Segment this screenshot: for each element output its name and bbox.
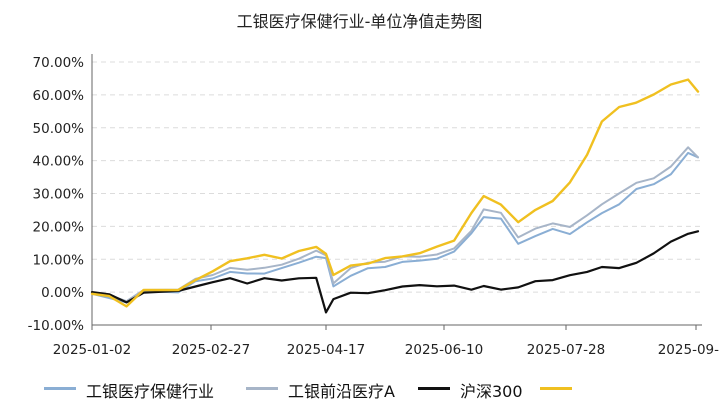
x-tick-label-2: 2025-04-17 <box>287 342 365 358</box>
x-tick-label-5: 2025-09- <box>658 342 719 358</box>
legend-label-2: 工银前沿医疗A <box>288 382 395 401</box>
legend: 工银医疗保健行业 工银前沿医疗A 沪深300 <box>0 370 719 406</box>
y-tick-label-0: 70.00% <box>33 55 85 71</box>
x-tick-label-4: 2025-07-28 <box>527 342 605 358</box>
y-tick-label-6: 10.00% <box>33 252 85 268</box>
chart-title: 工银医疗保健行业-单位净值走势图 <box>236 12 483 31</box>
x-tick-label-0: 2025-01-02 <box>53 342 131 358</box>
y-tick-label-5: 20.00% <box>33 219 85 235</box>
series-line-4 <box>90 78 700 308</box>
legend-label-1: 工银医疗保健行业 <box>86 382 215 401</box>
series-line-2 <box>91 146 699 303</box>
y-tick-layer: 70.00% 60.00% 50.00% 40.00% 30.00% 20.00% 10.0… <box>28 55 85 334</box>
axis-layer <box>91 54 702 330</box>
legend-swatch-3 <box>418 387 450 390</box>
legend-label-3: 沪深300 <box>460 382 523 401</box>
x-tick-label-1: 2025-02-27 <box>172 342 250 358</box>
y-tick-label-3: 40.00% <box>33 154 85 170</box>
series-line-3 <box>90 230 700 314</box>
legend-swatch-4 <box>540 387 572 390</box>
x-tick-label-3: 2025-06-10 <box>405 342 483 358</box>
y-tick-label-4: 30.00% <box>33 187 85 203</box>
series-line-1 <box>91 151 699 304</box>
y-tick-label-8: -10.00% <box>28 318 85 334</box>
x-tick-layer: 2025-01-02 2025-02-27 2025-04-17 2025-06-10… <box>53 342 719 358</box>
legend-swatch-1 <box>44 387 76 390</box>
y-tick-label-2: 50.00% <box>33 121 85 137</box>
y-tick-label-1: 60.00% <box>33 88 85 104</box>
series-layer <box>90 78 700 314</box>
grid-layer <box>92 61 702 326</box>
y-tick-label-7: 0.00% <box>41 285 84 301</box>
legend-swatch-2 <box>246 387 278 390</box>
